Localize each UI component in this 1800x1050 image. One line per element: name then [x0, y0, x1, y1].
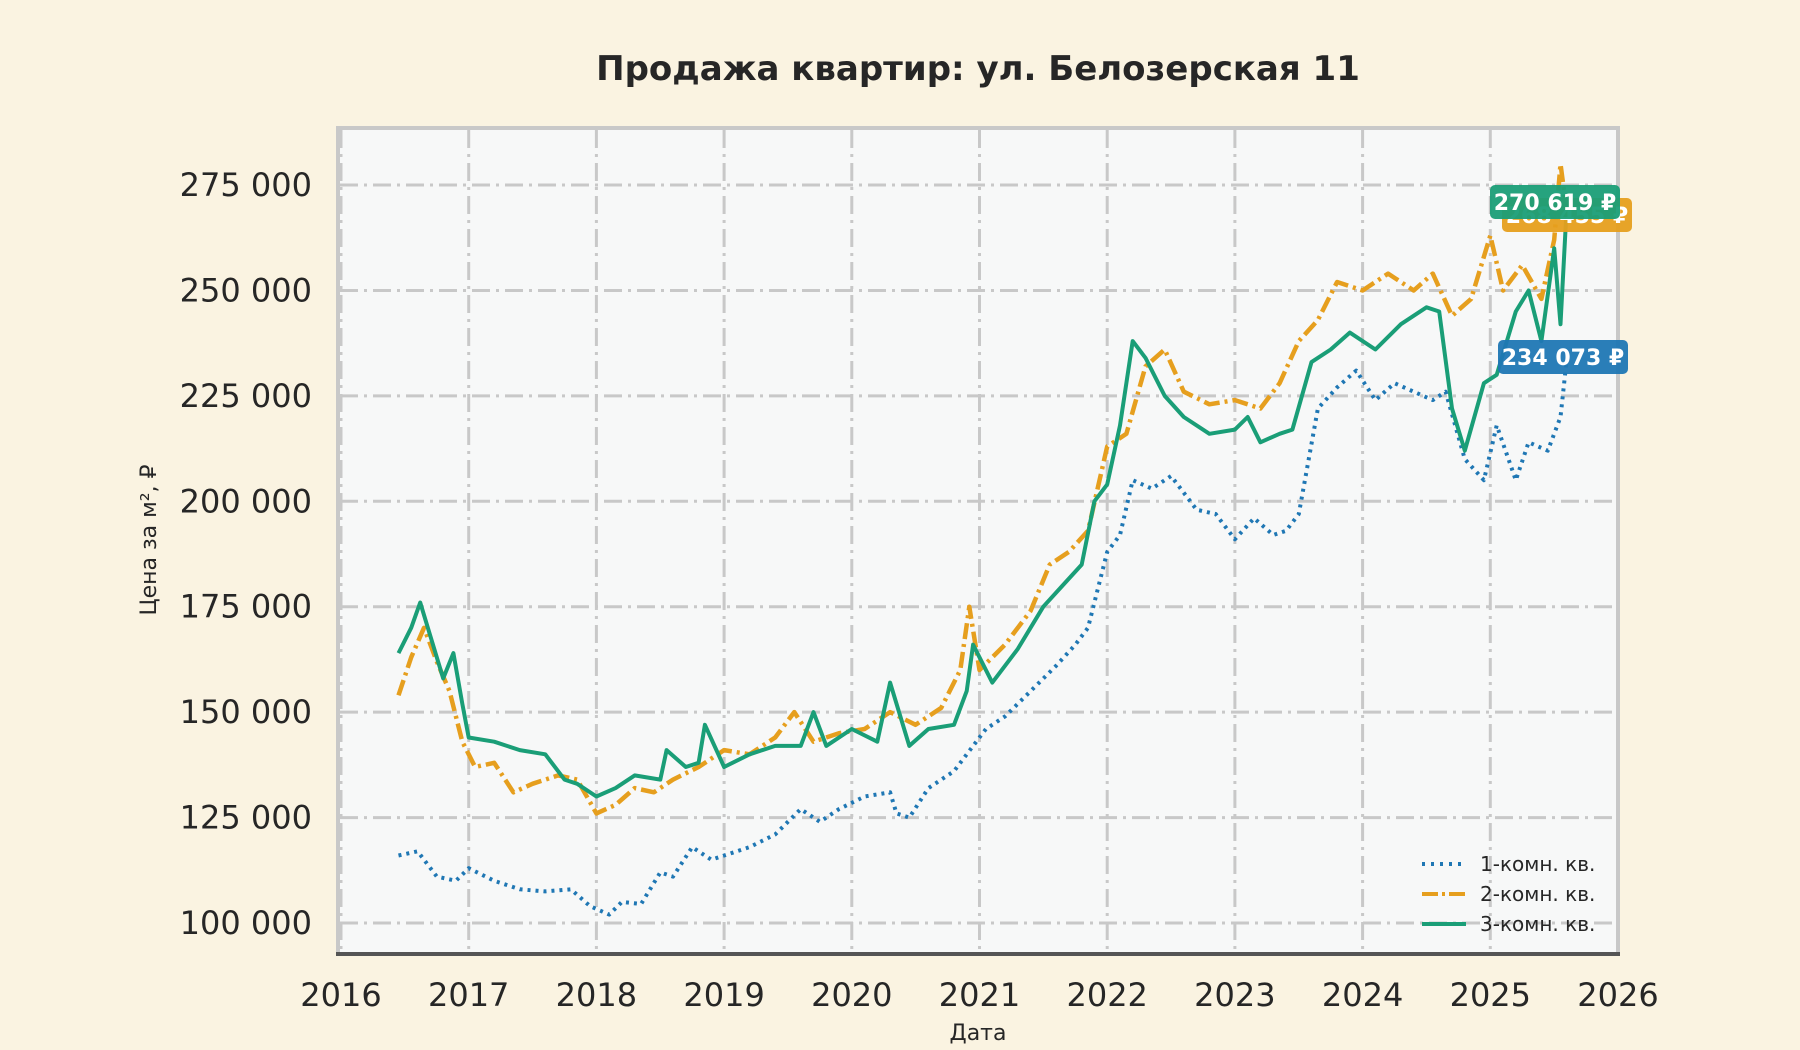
x-tick-label: 2019 — [683, 976, 764, 1014]
y-tick-label: 275 000 — [180, 166, 312, 204]
legend-item-2room[interactable]: 2-комн. кв. — [1422, 882, 1595, 906]
series-lines — [396, 161, 1570, 917]
x-axis-label: Дата — [950, 1021, 1007, 1046]
x-tick-label: 2017 — [428, 976, 509, 1014]
x-tick-label: 2016 — [300, 976, 381, 1014]
svg-text:270 619 ₽: 270 619 ₽ — [1494, 191, 1616, 216]
y-tick-label: 225 000 — [180, 377, 312, 415]
y-tick-label: 125 000 — [180, 799, 312, 837]
series-line-2room — [396, 161, 1570, 816]
legend-item-3room[interactable]: 3-комн. кв. — [1422, 912, 1595, 936]
x-tick-label: 2023 — [1194, 976, 1275, 1014]
value-badge: 234 073 ₽ — [1498, 340, 1628, 374]
last-value-badges: 234 073 ₽268 455 ₽270 619 ₽ — [1490, 185, 1632, 374]
y-tick-label: 175 000 — [180, 588, 312, 626]
svg-text:234 073 ₽: 234 073 ₽ — [1502, 346, 1624, 371]
legend: 1-комн. кв. 2-комн. кв. 3-комн. кв. — [1422, 852, 1595, 936]
value-badge: 270 619 ₽ — [1490, 185, 1620, 219]
legend-label: 2-комн. кв. — [1480, 882, 1595, 906]
legend-label: 1-комн. кв. — [1480, 852, 1595, 876]
x-axis-ticks: 2016 2017 2018 2019 2020 2021 2022 2023 2024 2025… — [300, 976, 1658, 1014]
y-tick-label: 200 000 — [180, 482, 312, 520]
x-tick-label: 2024 — [1322, 976, 1403, 1014]
y-axis-label: Цена за м², ₽ — [137, 464, 162, 615]
series-line-3room — [396, 203, 1569, 799]
x-tick-label: 2021 — [939, 976, 1020, 1014]
series-line-1room — [398, 357, 1569, 917]
x-tick-label: 2026 — [1577, 976, 1658, 1014]
gridlines — [339, 130, 1616, 952]
legend-item-1room[interactable]: 1-комн. кв. — [1422, 852, 1595, 876]
x-tick-label: 2020 — [811, 976, 892, 1014]
x-tick-label: 2022 — [1066, 976, 1147, 1014]
legend-label: 3-комн. кв. — [1480, 912, 1595, 936]
y-axis-ticks: 100 000 125 000 150 000 175 000 200 000 225 0… — [180, 166, 312, 942]
x-tick-label: 2025 — [1450, 976, 1531, 1014]
y-tick-label: 100 000 — [180, 904, 312, 942]
chart-title: Продажа квартир: ул. Белозерская 11 — [596, 49, 1360, 89]
y-tick-label: 250 000 — [180, 271, 312, 309]
plot-area — [336, 126, 1620, 956]
x-tick-label: 2018 — [556, 976, 637, 1014]
y-tick-label: 150 000 — [180, 693, 312, 731]
